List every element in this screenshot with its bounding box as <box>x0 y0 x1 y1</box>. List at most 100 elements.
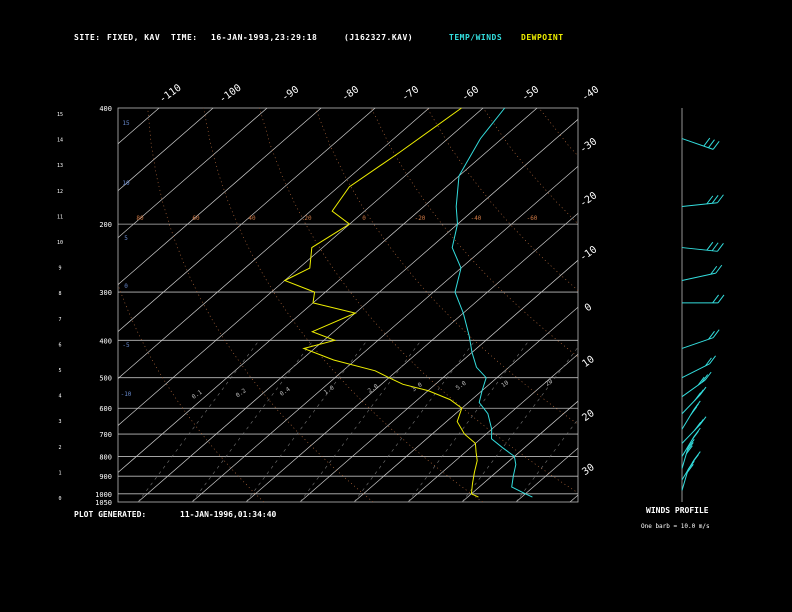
wind-barb-flag <box>687 460 695 470</box>
isotherm-line <box>137 118 578 502</box>
isotherm-line <box>678 108 792 502</box>
wind-barb-flag <box>685 445 693 454</box>
height-tick-label: 7 <box>58 317 61 323</box>
isotherm-line <box>118 108 160 145</box>
isotherm-line <box>732 108 792 502</box>
wind-barb-flag <box>692 430 699 440</box>
wind-barb <box>681 447 689 469</box>
wind-barb-flag <box>690 406 698 416</box>
plot-generated-value: 11-JAN-1996,01:34:40 <box>180 510 277 519</box>
theta-label: 0 <box>124 283 128 290</box>
winds-profile-note: One barb = 10.0 m/s <box>641 523 710 530</box>
mixing-ratio-line <box>299 340 422 502</box>
height-tick-label: 1 <box>58 470 61 476</box>
legend-dewpoint: DEWPOINT <box>521 33 564 42</box>
wind-barb-flag <box>717 243 724 252</box>
winds-profile <box>681 108 725 502</box>
wind-barb-flag <box>715 264 723 274</box>
pressure-tick-label: 300 <box>99 289 112 297</box>
wind-barb-flag <box>712 141 720 150</box>
isotherm-top-label: -90 <box>280 84 301 103</box>
wind-barb-flag <box>710 265 718 275</box>
height-tick-label: 12 <box>57 189 63 195</box>
wind-barb-flag <box>703 137 711 147</box>
height-tick-label: 13 <box>57 163 63 169</box>
pressure-tick-label: 600 <box>99 405 112 413</box>
wind-barb-flag <box>712 329 720 338</box>
wind-barb <box>681 379 706 398</box>
pressure-tick-label: 400 <box>99 337 112 345</box>
dewpoint-line <box>283 107 479 498</box>
chart-frame <box>117 107 579 503</box>
adiabat-label: -20 <box>415 215 426 222</box>
isotherm-line <box>461 400 578 502</box>
wind-barb-flag <box>686 464 694 473</box>
isotherm-right-label: -10 <box>578 244 599 263</box>
mixing-ratio-label: 10 <box>500 379 510 389</box>
wind-barb-flag <box>692 454 699 463</box>
wind-barb <box>681 337 714 349</box>
temperature-line <box>451 107 533 498</box>
adiabat-label: 80 <box>136 215 144 222</box>
pressure-tick-label: 1000 <box>95 491 112 499</box>
isotherm-right-label: 0 <box>583 302 594 314</box>
plot-generated-label: PLOT GENERATED: <box>74 510 147 519</box>
isotherm-top-label: -110 <box>158 83 184 106</box>
mixing-ratio-lines <box>137 340 578 502</box>
pressure-tick-label: 400 <box>99 105 112 113</box>
time-label: TIME: <box>171 33 198 42</box>
height-tick-label: 6 <box>58 342 61 348</box>
isotherm-line <box>569 494 578 502</box>
mixing-ratio-label: 0.2 <box>235 387 248 399</box>
isotherm-line <box>118 108 430 379</box>
dry-adiabat <box>763 108 792 502</box>
height-tick-label: 0 <box>58 496 61 502</box>
wind-barb-flag <box>708 139 715 149</box>
dry-adiabat <box>315 108 578 425</box>
pressure-tick-label: 800 <box>99 453 112 461</box>
isotherms <box>118 108 792 502</box>
mixing-ratio-line <box>191 340 314 502</box>
wind-barb <box>681 272 716 282</box>
pressure-tick-label: 200 <box>99 221 112 229</box>
isotherm-right-label: 30 <box>580 462 596 478</box>
wind-barb-flag <box>709 355 716 365</box>
isotherm-line <box>407 353 578 502</box>
time-value: 16-JAN-1993,23:29:18 <box>211 33 318 42</box>
theta-label: 10 <box>122 180 130 187</box>
isotherm-right-label: 20 <box>580 408 596 424</box>
height-tick-label: 2 <box>58 445 61 451</box>
site-value: FIXED, KAV <box>107 33 161 42</box>
wind-barb-flag <box>706 241 714 251</box>
wind-barb-flag <box>711 195 719 204</box>
wind-barb-flag <box>687 438 695 448</box>
site-label: SITE: <box>74 33 101 42</box>
adiabat-label: 60 <box>192 215 200 222</box>
isotherm-line <box>191 165 578 502</box>
adiabat-label: -40 <box>471 215 482 222</box>
pressure-tick-label: 700 <box>99 431 112 439</box>
mixing-ratio-label: 0.4 <box>279 386 292 398</box>
isotherm-line <box>353 306 578 502</box>
dry-adiabat <box>426 108 578 291</box>
height-tick-label: 9 <box>58 266 61 272</box>
wind-barb <box>681 247 718 252</box>
height-tick-label: 4 <box>58 394 61 400</box>
height-tick-label: 11 <box>57 214 63 220</box>
wind-barb-flag <box>706 195 714 205</box>
pressure-tick-label: 500 <box>99 375 112 383</box>
adiabat-label: 40 <box>248 215 256 222</box>
wind-barb <box>681 202 718 207</box>
wind-barb <box>681 435 695 457</box>
height-tick-label: 15 <box>57 112 63 118</box>
isotherm-right-label: -30 <box>578 136 599 155</box>
isotherm-right-label: -20 <box>578 190 599 209</box>
mixing-ratio-line <box>461 346 578 502</box>
adiabat-label: -60 <box>527 215 538 222</box>
isotherm-line <box>118 108 538 473</box>
isotherm-top-label: -70 <box>400 84 421 103</box>
isotherm-line <box>624 108 792 502</box>
mixing-ratio-line <box>137 340 260 502</box>
chart-labels: 4002003004005006007008009001000105015141… <box>57 83 601 507</box>
chart-series <box>283 107 533 498</box>
